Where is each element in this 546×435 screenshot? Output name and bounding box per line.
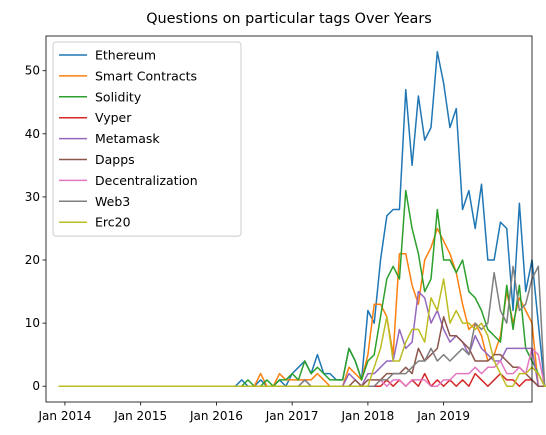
legend-label: Decentralization [95, 173, 198, 188]
y-tick-label: 30 [25, 190, 40, 204]
x-tick-label: Jan 2016 [189, 409, 243, 423]
x-tick-label: Jan 2019 [416, 409, 470, 423]
legend-label: Solidity [95, 89, 142, 104]
y-tick-label: 40 [25, 127, 40, 141]
y-tick-label: 0 [32, 379, 40, 393]
x-tick-label: Jan 2018 [340, 409, 394, 423]
y-tick-label: 10 [25, 316, 40, 330]
series-line-metamask [58, 290, 546, 387]
legend-label: Dapps [95, 152, 135, 167]
chart-title: Questions on particular tags Over Years [146, 11, 432, 27]
x-tick-label: Jan 2014 [38, 409, 92, 423]
y-tick-label: 20 [25, 253, 40, 267]
legend-label: Smart Contracts [95, 68, 197, 83]
legend-label: Vyper [95, 110, 132, 125]
legend-label: Ethereum [95, 48, 156, 63]
x-tick-label: Jan 2017 [265, 409, 319, 423]
legend-label: Metamask [95, 131, 160, 146]
legend-label: Erc20 [95, 215, 131, 230]
y-tick-label: 50 [25, 64, 40, 78]
legend-label: Web3 [95, 194, 130, 209]
legend: Ethereum Smart Contracts Solidity Vyper Meta… [52, 41, 242, 237]
series-line-erc20 [58, 278, 546, 387]
plot-area [58, 51, 546, 387]
plot-frame [45, 35, 533, 403]
legend-box [52, 41, 242, 237]
axes: 0 10 20 30 40 50 Jan 2014 Jan 2015 Jan 2016 Jan 2… [25, 35, 533, 423]
x-tick-label: Jan 2015 [113, 409, 167, 423]
